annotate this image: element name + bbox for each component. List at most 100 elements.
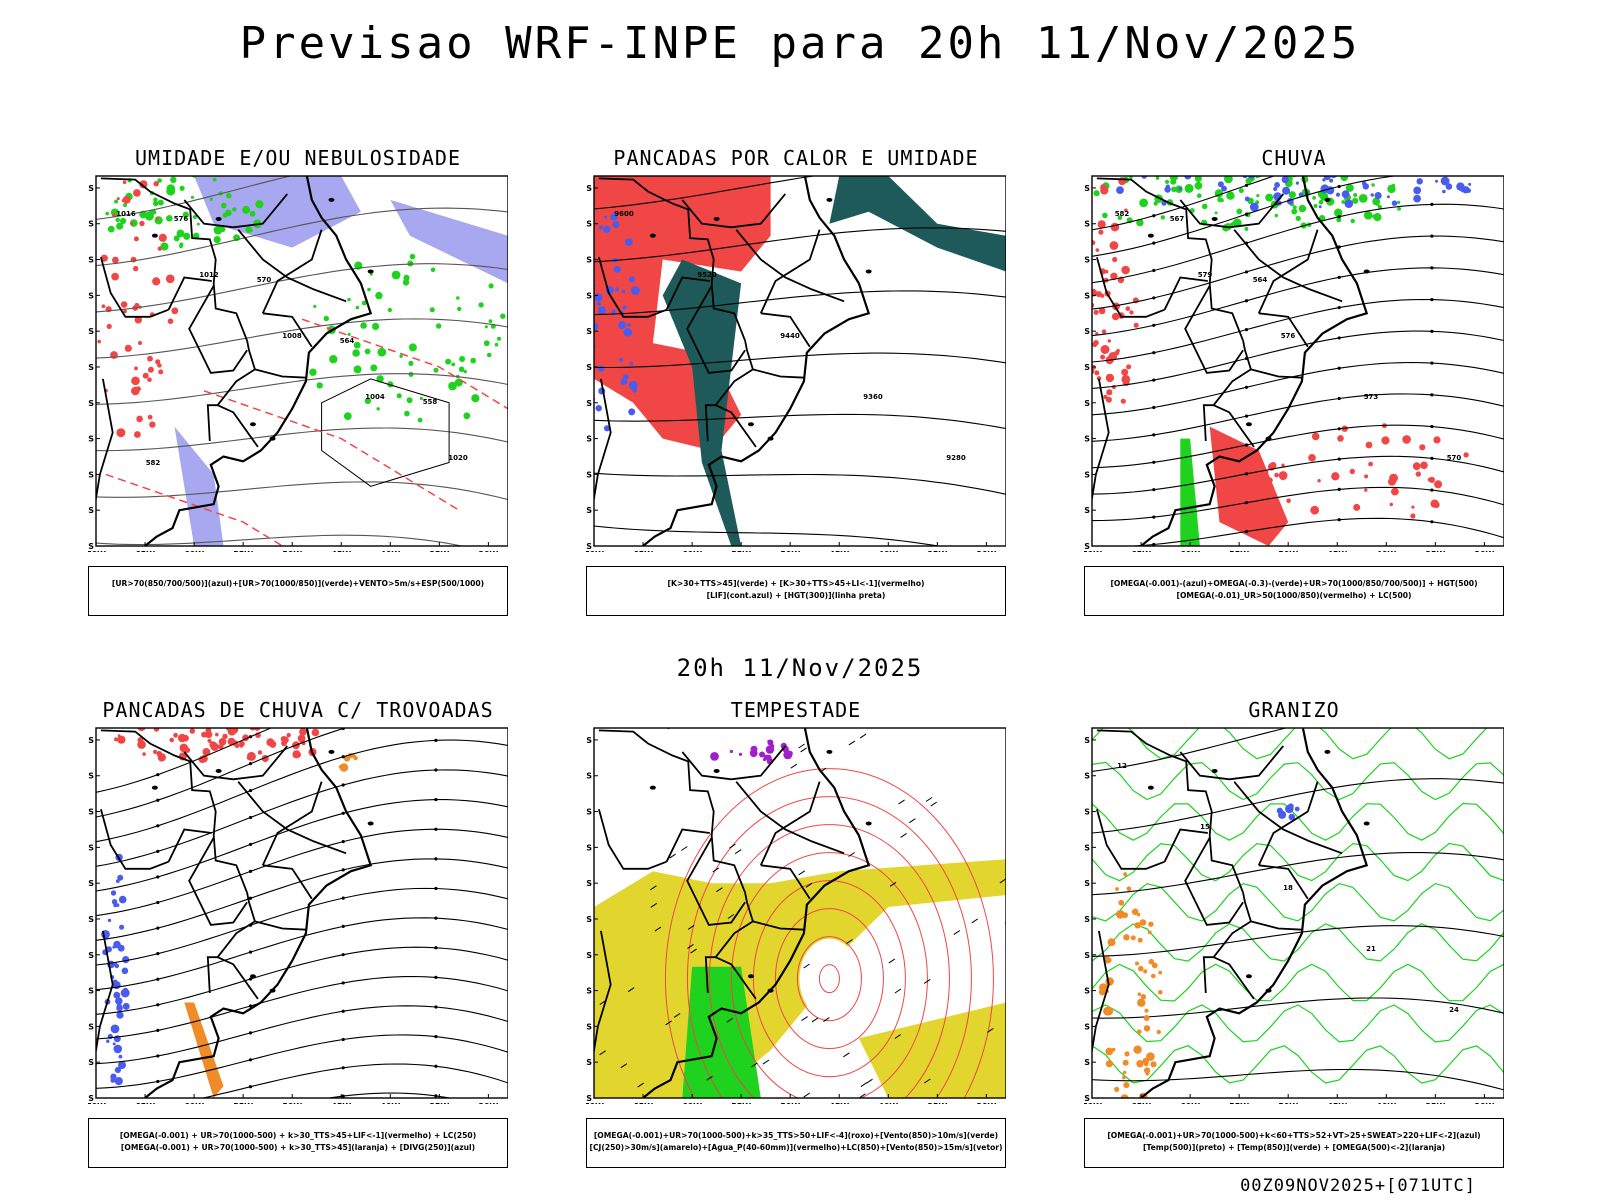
- green-humidity: [114, 199, 119, 204]
- lif-contour: [610, 213, 618, 221]
- green-humidity: [445, 358, 452, 365]
- flow-arrow: [156, 926, 160, 930]
- lif-contour: [619, 358, 623, 362]
- green-omega: [1180, 438, 1200, 546]
- temp500-contour: [1092, 925, 1504, 957]
- blue-omega: [1345, 200, 1351, 206]
- green-humidity: [249, 210, 256, 217]
- red-omega: [1098, 307, 1106, 315]
- lon-label: 55W: [1229, 550, 1249, 552]
- green-humidity: [408, 343, 417, 352]
- streamline: [1092, 267, 1504, 337]
- green-omega: [1340, 176, 1349, 182]
- lon-label: 70W: [88, 550, 106, 552]
- flow-arrow: [434, 975, 438, 979]
- temp850-contour: [1092, 963, 1504, 1002]
- blue-omega: [1274, 182, 1280, 188]
- lif-contour: [612, 220, 620, 229]
- green-humidity: [192, 214, 197, 220]
- flow-arrow: [341, 1009, 345, 1013]
- state-border: [1212, 340, 1255, 448]
- lat-label: 39S: [1084, 1058, 1090, 1067]
- state-border: [1258, 864, 1309, 900]
- blue-omega: [1374, 192, 1382, 200]
- green-humidity: [154, 216, 163, 225]
- red-omega: [1105, 373, 1115, 383]
- flow-arrow: [1152, 460, 1156, 464]
- red-omega: [1096, 376, 1102, 381]
- green-humidity: [353, 365, 362, 374]
- green-humidity: [179, 185, 185, 191]
- orange-omega: [1144, 1062, 1149, 1067]
- green-omega: [1160, 215, 1165, 220]
- flow-arrow: [1430, 329, 1434, 333]
- contour-label: 570: [257, 276, 272, 284]
- blue-divergence: [116, 1011, 124, 1019]
- green-omega: [1334, 208, 1343, 217]
- wind-vector: [848, 740, 856, 746]
- flow-arrow: [1430, 172, 1433, 174]
- green-humidity: [375, 291, 383, 300]
- lon-label: 60W: [1180, 550, 1200, 552]
- green-humidity: [329, 355, 338, 364]
- hgt-contour: [594, 525, 942, 546]
- orange-omega: [1156, 1029, 1161, 1035]
- water-vapor-contour: [752, 880, 906, 1078]
- water-vapor-contour: [664, 768, 994, 1098]
- green-humidity: [309, 368, 317, 376]
- lat-label: 21S: [586, 843, 592, 852]
- red-omega: [1434, 480, 1443, 489]
- green-omega: [1260, 172, 1264, 176]
- contour-label: 1016: [116, 210, 136, 218]
- blue-omega: [1273, 186, 1278, 192]
- lif-contour: [622, 305, 627, 310]
- red-omega: [1097, 220, 1106, 229]
- green-humidity: [176, 229, 185, 238]
- legend-line: [LIF](cont.azul) + [HGT(300)](linha pret…: [706, 591, 886, 600]
- orange-omega: [1133, 1045, 1142, 1054]
- lat-label: 42S: [1084, 542, 1090, 551]
- green-humidity: [402, 279, 410, 286]
- blue-omega: [1416, 178, 1423, 185]
- blue-hail: [1294, 806, 1300, 812]
- isobar: [96, 318, 508, 359]
- state-border: [752, 368, 805, 379]
- red-storms: [117, 735, 126, 744]
- flow-arrow: [156, 849, 160, 853]
- state-border: [752, 920, 805, 931]
- lon-label: 50W: [282, 1102, 302, 1104]
- red-storms: [202, 748, 211, 756]
- green-omega: [1224, 176, 1233, 184]
- water-vapor-contour: [774, 908, 884, 1050]
- flow-arrow: [1152, 488, 1156, 492]
- run-info-footer: 00Z09NOV2025+[071UTC]: [1240, 1176, 1476, 1196]
- flow-arrow: [341, 1037, 345, 1042]
- map-layer: 12 15 18 21 24: [1092, 728, 1504, 1098]
- red-contour: [136, 415, 143, 423]
- red-omega: [1433, 501, 1440, 509]
- streamline: [96, 917, 508, 991]
- legend-line: [OMEGA(-0.001) + UR>70(1000-500) + k>30_…: [120, 1143, 476, 1152]
- lat-label: 30S: [586, 951, 592, 960]
- legend-line: [Temp(500)](preto) + [Temp(850)](verde) …: [1142, 1143, 1446, 1152]
- map-plot: 582 579 576 573 570 567 564 12S 15S 18S 21S 24S 27S 3…: [1084, 172, 1504, 552]
- map-layer: 582 579 576 573 570 567 564: [1092, 172, 1504, 546]
- red-storms: [207, 738, 212, 743]
- lat-label: 36S: [586, 1022, 592, 1031]
- lat-label: 42S: [1084, 1094, 1090, 1103]
- lat-label: 39S: [1084, 506, 1090, 515]
- lake: [826, 197, 833, 202]
- lif-contour: [594, 322, 599, 331]
- wind-vector: [734, 849, 742, 855]
- lat-label: 33S: [1084, 987, 1090, 996]
- contour-label: 12: [1117, 762, 1127, 770]
- state-border: [1257, 781, 1319, 866]
- red-omega: [1420, 461, 1428, 470]
- red-omega: [1368, 461, 1373, 467]
- blue-omega: [1298, 192, 1304, 197]
- water-vapor-center: [799, 938, 860, 1019]
- green-omega: [1373, 213, 1382, 222]
- lat-label: 24S: [586, 327, 592, 336]
- orange-omega: [1137, 992, 1142, 996]
- flow-arrow: [248, 950, 253, 954]
